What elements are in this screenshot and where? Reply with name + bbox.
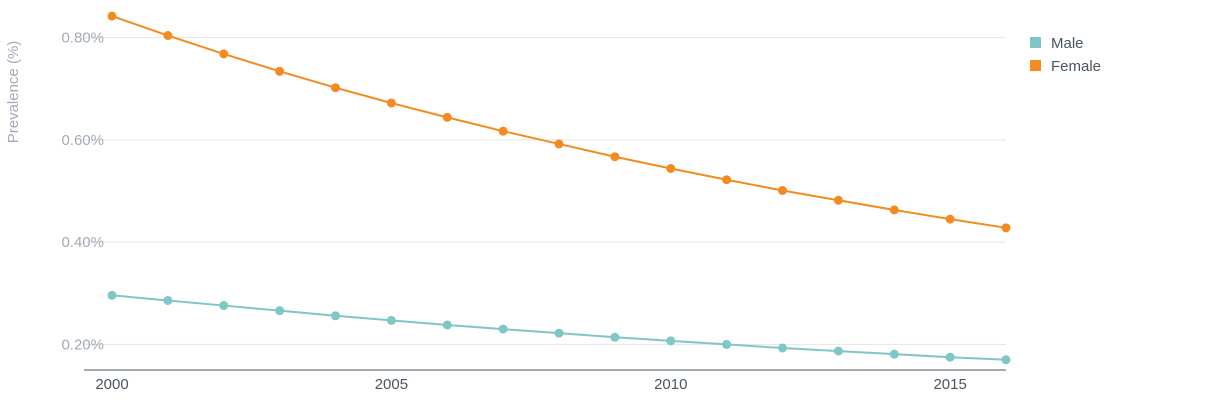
legend-swatch	[1030, 37, 1041, 48]
series-line	[111, 15, 1007, 229]
data-point[interactable]	[889, 205, 899, 215]
data-point[interactable]	[386, 315, 396, 325]
x-axis-ticks: 2000 2005 2010 2015	[95, 376, 967, 393]
data-point[interactable]	[722, 175, 732, 185]
data-point[interactable]	[610, 152, 620, 162]
data-point[interactable]	[275, 306, 285, 316]
data-point[interactable]	[554, 328, 564, 338]
grid-lines	[84, 37, 1006, 345]
data-point[interactable]	[442, 320, 452, 330]
data-point[interactable]	[1001, 223, 1011, 233]
data-point[interactable]	[554, 139, 564, 149]
data-point[interactable]	[163, 295, 173, 305]
legend-swatch	[1030, 60, 1041, 71]
legend: Male Female	[1030, 35, 1101, 75]
x-tick-label: 2000	[95, 376, 128, 393]
y-axis-ticks: 0.20% 0.40% 0.60% 0.80%	[61, 30, 104, 354]
data-point[interactable]	[722, 339, 732, 349]
data-point[interactable]	[889, 349, 899, 359]
data-point[interactable]	[1001, 355, 1011, 365]
data-point[interactable]	[833, 346, 843, 356]
data-point[interactable]	[386, 98, 396, 108]
data-point[interactable]	[442, 112, 452, 122]
y-axis-label: Prevalence (%)	[5, 41, 22, 144]
legend-label: Female	[1051, 58, 1101, 75]
data-point[interactable]	[498, 126, 508, 136]
x-tick-label: 2015	[933, 376, 966, 393]
data-point[interactable]	[163, 31, 173, 41]
data-point[interactable]	[778, 185, 787, 195]
data-point[interactable]	[833, 195, 843, 205]
data-point[interactable]	[945, 214, 955, 224]
data-point[interactable]	[219, 301, 229, 311]
legend-label: Male	[1051, 35, 1084, 52]
data-point[interactable]	[666, 163, 676, 173]
series-line	[111, 294, 1007, 361]
series-male	[107, 290, 1011, 365]
data-point[interactable]	[610, 332, 620, 342]
x-tick-label: 2005	[375, 376, 408, 393]
data-point[interactable]	[331, 83, 340, 93]
data-point[interactable]	[331, 311, 340, 321]
y-tick-label: 0.80%	[61, 30, 104, 47]
data-point[interactable]	[945, 352, 955, 362]
y-tick-label: 0.40%	[61, 234, 104, 251]
series-female	[107, 11, 1011, 233]
y-tick-label: 0.20%	[61, 336, 104, 353]
data-point[interactable]	[498, 324, 508, 334]
x-tick-label: 2010	[654, 376, 687, 393]
data-point[interactable]	[107, 290, 117, 300]
data-point[interactable]	[666, 336, 676, 346]
legend-item-female[interactable]: Female	[1030, 58, 1101, 75]
data-point[interactable]	[778, 343, 787, 353]
data-point[interactable]	[107, 11, 117, 21]
data-point[interactable]	[275, 66, 285, 76]
legend-item-male[interactable]: Male	[1030, 35, 1084, 52]
data-point[interactable]	[219, 49, 229, 59]
y-tick-label: 0.60%	[61, 132, 104, 149]
series-group	[107, 11, 1011, 365]
